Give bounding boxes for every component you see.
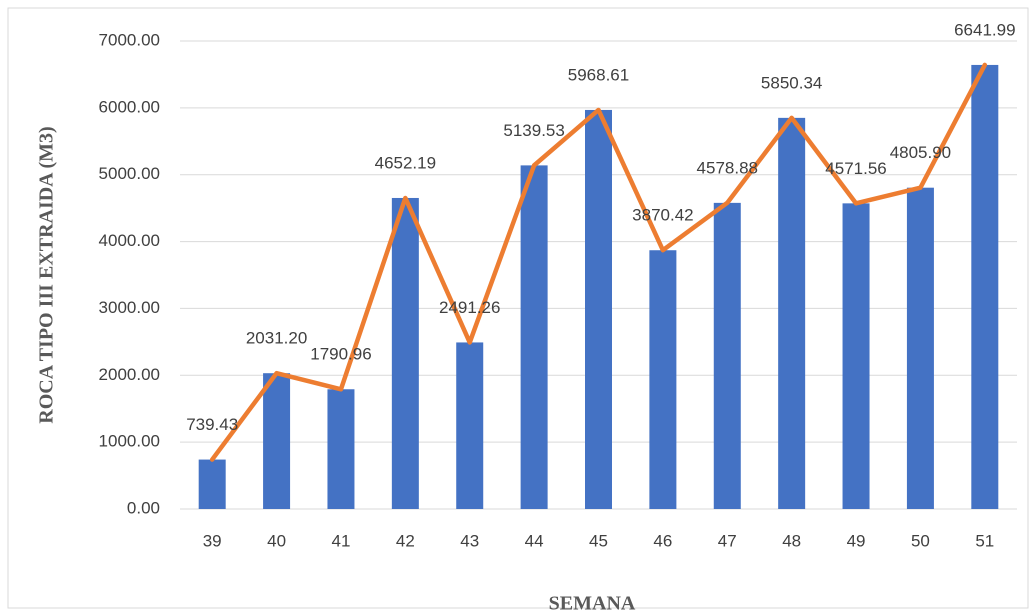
bar <box>520 165 548 509</box>
data-label: 3870.42 <box>632 206 693 225</box>
y-tick-label: 1000.00 <box>99 432 160 451</box>
y-tick-label: 0.00 <box>127 498 160 517</box>
x-axis-title: SEMANA <box>549 593 636 615</box>
y-tick-label: 6000.00 <box>99 97 160 116</box>
data-label: 4805.90 <box>890 143 951 162</box>
data-label: 1790.96 <box>310 345 371 364</box>
line <box>209 62 988 462</box>
x-tick-label: 39 <box>203 531 222 550</box>
y-axis-title: ROCA TIPO III EXTRAIDA (M3) <box>36 126 58 423</box>
x-tick-label: 48 <box>782 531 801 550</box>
bar <box>198 459 226 509</box>
y-tick-label: 5000.00 <box>99 164 160 183</box>
x-tick-label: 41 <box>332 531 351 550</box>
bar <box>649 250 677 509</box>
data-label: 2031.20 <box>246 329 307 348</box>
bar <box>906 187 934 509</box>
y-tick-label: 4000.00 <box>99 231 160 250</box>
x-tick-label: 47 <box>718 531 737 550</box>
bar <box>971 64 999 510</box>
data-label: 5968.61 <box>568 65 629 84</box>
bar <box>456 342 484 509</box>
data-label: 4571.56 <box>825 159 886 178</box>
bar <box>585 109 612 510</box>
x-tick-label: 45 <box>589 531 608 550</box>
data-label: 5850.34 <box>761 73 822 92</box>
data-label: 5139.53 <box>503 121 564 140</box>
x-tick-label: 43 <box>460 531 479 550</box>
x-tick-label: 42 <box>396 531 415 550</box>
data-label: 6641.99 <box>954 20 1015 39</box>
data-label: 2491.26 <box>439 298 500 317</box>
bar <box>327 389 355 509</box>
bar <box>778 117 806 510</box>
x-tick-label: 46 <box>653 531 672 550</box>
data-label: 4578.88 <box>697 158 758 177</box>
x-tick-label: 51 <box>975 531 994 550</box>
y-tick-label: 7000.00 <box>99 30 160 49</box>
x-tick-label: 44 <box>525 531 544 550</box>
data-label: 4652.19 <box>375 153 436 172</box>
bar <box>713 202 741 509</box>
bar <box>263 373 291 509</box>
x-tick-label: 40 <box>267 531 286 550</box>
bar <box>842 203 870 509</box>
x-tick-label: 50 <box>911 531 930 550</box>
y-tick-label: 3000.00 <box>99 298 160 317</box>
x-tick-label: 49 <box>847 531 866 550</box>
bar <box>391 197 419 509</box>
y-tick-label: 2000.00 <box>99 365 160 384</box>
data-label: 739.43 <box>186 415 238 434</box>
